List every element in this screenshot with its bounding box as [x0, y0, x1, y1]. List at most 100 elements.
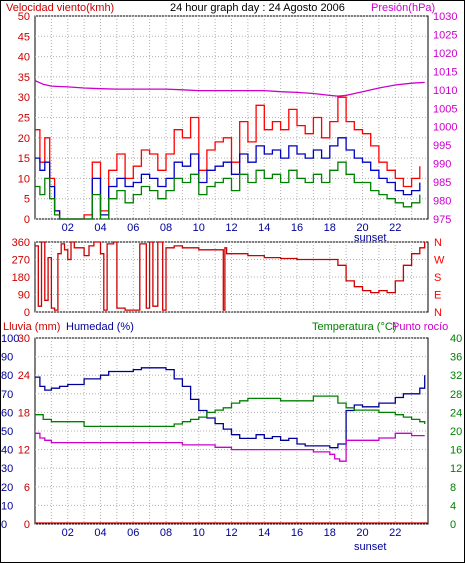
- x-tick-label: 16: [291, 527, 303, 539]
- series-temperature-line: [35, 395, 426, 428]
- rain-y-tick-label: 6: [24, 482, 30, 494]
- humidity-y-tick-label: 0: [1, 519, 7, 531]
- x-tick-label: 14: [258, 527, 270, 539]
- direction-y-tick-label: 90: [18, 290, 30, 302]
- compass-label: N: [434, 307, 442, 319]
- x-tick-label: 10: [193, 222, 205, 234]
- pressure-y-tick-label: 1015: [433, 66, 457, 78]
- series-dew_point-line: [35, 432, 425, 462]
- temperature-y-tick-label: 0: [450, 519, 456, 531]
- pressure-axis-label: Presión(hPa): [371, 2, 435, 14]
- temperature-y-tick-label: 12: [450, 463, 462, 475]
- rain-y-tick-label: 24: [18, 370, 30, 382]
- humidity-y-tick-label: 20: [1, 482, 13, 494]
- x-tick-label: 22: [389, 222, 401, 234]
- wind-left-axis-label: Velocidad viento(kmh): [6, 2, 114, 14]
- panel-wind-series: [34, 80, 425, 220]
- direction-y-tick-label: 180: [12, 272, 30, 284]
- direction-y-tick-label: 270: [12, 255, 30, 267]
- pressure-y-tick-label: 1020: [433, 48, 457, 60]
- sunset-label-bottom: sunset: [354, 541, 386, 553]
- x-tick-label: 04: [94, 222, 106, 234]
- wind-y-tick-label: 25: [18, 113, 30, 125]
- temperature-y-tick-label: 28: [450, 389, 462, 401]
- x-tick-label: 04: [94, 527, 106, 539]
- x-tick-label: 02: [62, 527, 74, 539]
- direction-y-tick-label: 360: [12, 237, 30, 249]
- pressure-y-tick-label: 1010: [433, 85, 457, 97]
- humidity-y-tick-label: 40: [1, 445, 13, 457]
- humidity-y-tick-label: 80: [1, 370, 13, 382]
- temperature-y-tick-label: 8: [450, 482, 456, 494]
- series-direction-line: [35, 241, 426, 311]
- pressure-y-tick-label: 1005: [433, 103, 457, 115]
- wind-y-tick-label: 20: [18, 133, 30, 145]
- x-tick-label: 14: [258, 222, 270, 234]
- pressure-y-tick-label: 975: [433, 214, 451, 226]
- humidity-y-tick-label: 10: [1, 500, 13, 512]
- wind-y-tick-label: 35: [18, 72, 30, 84]
- x-tick-label: 22: [389, 527, 401, 539]
- x-tick-label: 02: [62, 222, 74, 234]
- x-tick-label: 20: [356, 527, 368, 539]
- panel-humidity-axes: 0102030405060708090100061218243004812162…: [1, 333, 462, 539]
- sunset-label-top: sunset: [354, 232, 386, 244]
- panel-direction-grid: [35, 241, 428, 313]
- x-tick-label: 06: [127, 222, 139, 234]
- rain-y-tick-label: 18: [18, 407, 30, 419]
- x-tick-label: 08: [160, 527, 172, 539]
- wind-y-tick-label: 10: [18, 173, 30, 185]
- rain-y-tick-label: 30: [18, 333, 30, 345]
- compass-label: W: [434, 255, 445, 267]
- temperature-y-tick-label: 4: [450, 500, 456, 512]
- wind-y-tick-label: 45: [18, 31, 30, 43]
- x-tick-label: 10: [193, 527, 205, 539]
- chart-title: 24 hour graph day : 24 Agosto 2006: [170, 2, 345, 14]
- humidity-y-tick-label: 100: [1, 333, 19, 345]
- series-gust-line: [35, 96, 421, 220]
- temperature-y-tick-label: 24: [450, 407, 462, 419]
- pressure-y-tick-label: 995: [433, 140, 451, 152]
- temperature-y-tick-label: 32: [450, 370, 462, 382]
- compass-label: N: [434, 237, 442, 249]
- direction-y-tick-label: 0: [24, 307, 30, 319]
- x-tick-label: 20: [356, 222, 368, 234]
- x-tick-label: 06: [127, 527, 139, 539]
- rain-y-tick-label: 0: [24, 519, 30, 531]
- wind-y-tick-label: 40: [18, 52, 30, 64]
- pressure-y-tick-label: 1025: [433, 29, 457, 41]
- series-pressure-line: [34, 80, 425, 97]
- x-tick-label: 12: [225, 527, 237, 539]
- x-tick-label: 08: [160, 222, 172, 234]
- humidity-y-tick-label: 30: [1, 463, 13, 475]
- pressure-y-tick-label: 985: [433, 177, 451, 189]
- humidity-y-tick-label: 70: [1, 389, 13, 401]
- humidity-y-tick-label: 60: [1, 407, 13, 419]
- temperature-y-tick-label: 40: [450, 333, 462, 345]
- panel-wind-axes: 0510152025303540455097598098599099510001…: [18, 11, 458, 234]
- compass-label: E: [434, 290, 441, 302]
- series-dir_wind-line: [35, 161, 421, 220]
- x-tick-label: 16: [291, 222, 303, 234]
- pressure-y-tick-label: 1000: [433, 122, 457, 134]
- pressure-y-tick-label: 1030: [433, 11, 457, 23]
- humidity-y-tick-label: 90: [1, 352, 13, 364]
- temperature-axis-label: Temperatura (°C): [312, 321, 396, 333]
- panel-humidity-series: [35, 367, 428, 524]
- x-tick-label: 18: [324, 222, 336, 234]
- panel-direction-series: [35, 241, 426, 311]
- pressure-y-tick-label: 980: [433, 196, 451, 208]
- wind-y-tick-label: 0: [24, 214, 30, 226]
- temperature-y-tick-label: 36: [450, 352, 462, 364]
- compass-label: S: [434, 272, 441, 284]
- wind-y-tick-label: 50: [18, 11, 30, 23]
- panel-direction-plot-area: [34, 241, 429, 313]
- temperature-y-tick-label: 20: [450, 426, 462, 438]
- dew-point-axis-label: Punto rocío: [392, 321, 448, 333]
- wind-y-tick-label: 5: [24, 194, 30, 206]
- temperature-y-tick-label: 16: [450, 445, 462, 457]
- wind-y-tick-label: 30: [18, 92, 30, 104]
- humidity-y-tick-label: 50: [1, 426, 13, 438]
